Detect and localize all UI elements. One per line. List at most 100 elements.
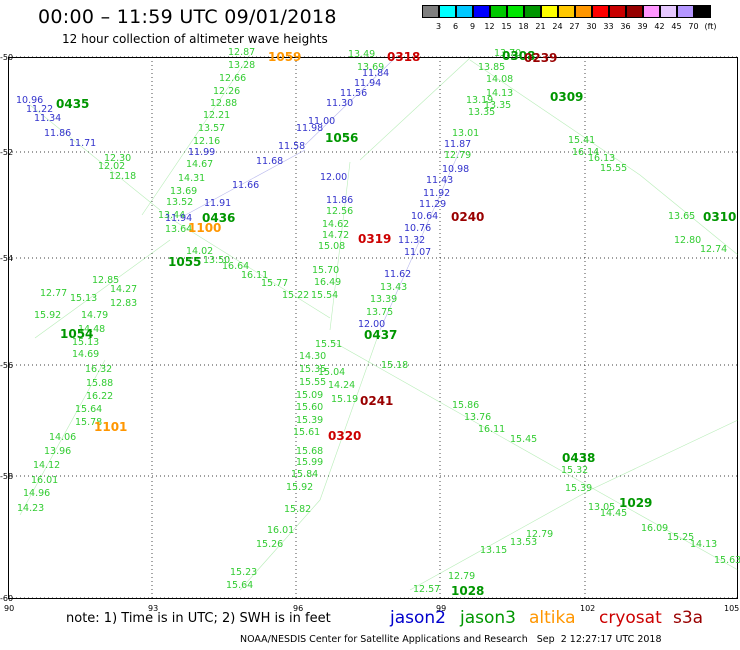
color-scale-swatch xyxy=(490,5,507,18)
swh-reading: 12.88 xyxy=(210,98,237,109)
swh-reading: 11.84 xyxy=(362,68,389,79)
swh-reading: 14.08 xyxy=(486,74,513,85)
swh-reading: 15.55 xyxy=(299,377,326,388)
satellite-track xyxy=(19,359,106,516)
lon-label: 90 xyxy=(4,604,15,613)
pass-time-label: 1028 xyxy=(451,584,484,598)
swh-reading: 11.22 xyxy=(26,104,53,115)
swh-reading: 15.25 xyxy=(667,532,694,543)
swh-reading: 12.21 xyxy=(203,110,230,121)
swh-reading: 16.09 xyxy=(641,523,668,534)
pass-time-label: 0309 xyxy=(550,90,583,104)
swh-reading: 13.28 xyxy=(228,60,255,71)
satellite-track xyxy=(319,329,381,501)
swh-reading: 15.61 xyxy=(293,427,320,438)
color-scale-swatch xyxy=(643,5,660,18)
satellite-track xyxy=(329,161,351,331)
swh-reading: 15.99 xyxy=(296,457,323,468)
satellite-track xyxy=(589,419,739,491)
color-scale-swatch xyxy=(541,5,558,18)
pass-time-label: 1100 xyxy=(188,221,221,235)
swh-reading: 14.69 xyxy=(72,349,99,360)
lon-label: 99 xyxy=(436,604,447,613)
swh-reading: 15.08 xyxy=(318,241,345,252)
swh-reading: 13.35 xyxy=(468,107,495,118)
swh-reading: 12.79 xyxy=(448,571,475,582)
satellite-track xyxy=(379,149,461,331)
swh-reading: 11.71 xyxy=(69,138,96,149)
color-scale-label: 39 xyxy=(637,22,648,31)
swh-reading: 15.13 xyxy=(72,337,99,348)
swh-reading: 15.35 xyxy=(299,364,326,375)
swh-reading: 13.69 xyxy=(170,186,197,197)
satellite-track xyxy=(29,104,161,211)
color-scale-label: (ft) xyxy=(704,22,717,31)
color-scale-swatch xyxy=(507,5,524,18)
swh-reading: 15.39 xyxy=(565,483,592,494)
satellite-track xyxy=(559,469,739,571)
swh-reading: 12.80 xyxy=(674,235,701,246)
swh-reading: 14.30 xyxy=(299,351,326,362)
swh-reading: 11.29 xyxy=(419,199,446,210)
swh-reading: 11.91 xyxy=(204,198,231,209)
color-scale-label: 70 xyxy=(688,22,699,31)
swh-reading: 15.23 xyxy=(230,567,257,578)
color-scale-label: 3 xyxy=(435,22,442,31)
swh-reading: 16.32 xyxy=(85,364,112,375)
pass-time-label: 0437 xyxy=(364,328,397,342)
swh-reading: 15.13 xyxy=(70,293,97,304)
swh-reading: 11.98 xyxy=(296,123,323,134)
swh-reading: 14.06 xyxy=(49,432,76,443)
legend-s3a: s3a xyxy=(673,608,704,628)
color-scale-swatch xyxy=(456,5,473,18)
lon-label: 102 xyxy=(580,604,596,613)
swh-reading: 12.74 xyxy=(700,244,727,255)
swh-reading: 11.86 xyxy=(44,128,71,139)
swh-reading: 14.45 xyxy=(600,508,627,519)
swh-reading: 13.44 xyxy=(158,210,185,221)
map-subtitle: 12 hour collection of altimeter wave hei… xyxy=(62,32,328,46)
swh-reading: 15.22 xyxy=(282,290,309,301)
swh-reading: 15.77 xyxy=(261,278,288,289)
swh-reading: 11.94 xyxy=(165,213,192,224)
pass-time-label: 0319 xyxy=(358,232,391,246)
swh-reading: 14.12 xyxy=(33,460,60,471)
legend-jason2: jason2 xyxy=(390,608,446,628)
color-scale-label: 33 xyxy=(603,22,614,31)
swh-reading: 16.13 xyxy=(588,153,615,164)
swh-reading: 11.34 xyxy=(34,113,61,124)
swh-reading: 13.01 xyxy=(452,128,479,139)
swh-reading: 12.85 xyxy=(92,275,119,286)
swh-reading: 12.30 xyxy=(104,153,131,164)
swh-reading: 15.60 xyxy=(296,402,323,413)
swh-reading: 12.26 xyxy=(213,86,240,97)
swh-reading: 13.15 xyxy=(480,545,507,556)
swh-reading: 13.76 xyxy=(464,412,491,423)
swh-reading: 11.86 xyxy=(326,195,353,206)
swh-reading: 14.67 xyxy=(186,159,213,170)
swh-reading: 11.56 xyxy=(340,88,367,99)
color-scale-label: 42 xyxy=(654,22,665,31)
swh-reading: 13.75 xyxy=(366,307,393,318)
swh-reading: 13.69 xyxy=(357,62,384,73)
color-scale-swatch xyxy=(592,5,609,18)
swh-reading: 13.43 xyxy=(380,282,407,293)
swh-reading: 10.96 xyxy=(16,95,43,106)
pass-time-label: 0239 xyxy=(524,51,557,65)
lon-label: 105 xyxy=(724,604,740,613)
satellite-track xyxy=(469,59,641,176)
color-scale-swatch xyxy=(422,5,439,18)
swh-reading: 11.92 xyxy=(423,188,450,199)
swh-reading: 15.84 xyxy=(291,469,318,480)
swh-reading: 14.79 xyxy=(81,310,108,321)
lat-label: -50 xyxy=(0,53,14,62)
swh-reading: 12.87 xyxy=(228,47,255,58)
swh-reading: 15.86 xyxy=(452,400,479,411)
swh-reading: 10.98 xyxy=(442,164,469,175)
lat-label: -52 xyxy=(0,148,14,157)
map-title: 00:00 – 11:59 UTC 09/01/2018 xyxy=(38,6,337,28)
swh-reading: 13.49 xyxy=(348,49,375,60)
swh-reading: 15.54 xyxy=(311,290,338,301)
swh-reading: 16.01 xyxy=(267,525,294,536)
